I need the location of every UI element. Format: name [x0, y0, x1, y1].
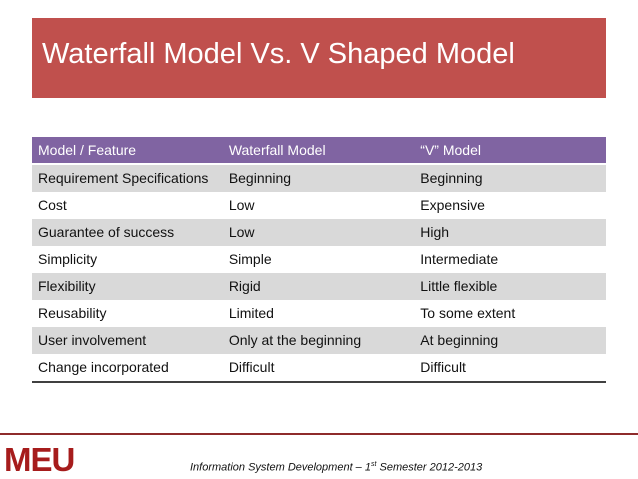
footer-divider: [0, 433, 638, 435]
footer-caption: Information System Development – 1st Sem…: [190, 461, 482, 474]
v-model-cell: To some extent: [414, 300, 606, 327]
v-model-cell: Intermediate: [414, 246, 606, 273]
header-feature: Model / Feature: [32, 137, 223, 165]
waterfall-cell: Only at the beginning: [222, 327, 415, 354]
v-model-cell: Expensive: [414, 192, 606, 219]
table-row: Requirement Specifications Beginning Beg…: [32, 164, 606, 192]
v-model-cell: High: [414, 219, 606, 246]
waterfall-cell: Rigid: [222, 273, 415, 300]
feature-cell: Simplicity: [32, 246, 223, 273]
waterfall-cell: Simple: [222, 246, 415, 273]
header-v-model: “V” Model: [414, 137, 606, 165]
footer-caption-sup: st: [370, 461, 377, 468]
waterfall-cell: Low: [222, 219, 415, 246]
meu-logo: MEU: [4, 441, 75, 478]
title-bar: Waterfall Model Vs. V Shaped Model: [32, 18, 606, 98]
v-model-cell: Beginning: [414, 164, 606, 192]
feature-cell: Flexibility: [32, 273, 223, 300]
slide-title: Waterfall Model Vs. V Shaped Model: [42, 38, 515, 70]
comparison-table: Model / Feature Waterfall Model “V” Mode…: [32, 137, 606, 383]
waterfall-cell: Limited: [222, 300, 415, 327]
feature-cell: Change incorporated: [32, 354, 223, 383]
waterfall-cell: Beginning: [222, 164, 415, 192]
table-row: Simplicity Simple Intermediate: [32, 246, 606, 273]
waterfall-cell: Difficult: [222, 354, 415, 383]
feature-cell: Cost: [32, 192, 223, 219]
table-row: Reusability Limited To some extent: [32, 300, 606, 327]
footer-caption-suffix: Semester 2012-2013: [376, 461, 483, 474]
table-row: Cost Low Expensive: [32, 192, 606, 219]
header-waterfall: Waterfall Model: [222, 137, 415, 165]
table-row: Guarantee of success Low High: [32, 219, 606, 246]
table-header-row: Model / Feature Waterfall Model “V” Mode…: [32, 137, 606, 165]
feature-cell: Requirement Specifications: [32, 164, 223, 192]
waterfall-cell: Low: [222, 192, 415, 219]
table-row: Flexibility Rigid Little flexible: [32, 273, 606, 300]
feature-cell: Reusability: [32, 300, 223, 327]
table-row: User involvement Only at the beginning A…: [32, 327, 606, 354]
v-model-cell: Difficult: [414, 354, 606, 383]
feature-cell: Guarantee of success: [32, 219, 223, 246]
table-row: Change incorporated Difficult Difficult: [32, 354, 606, 383]
v-model-cell: Little flexible: [414, 273, 606, 300]
v-model-cell: At beginning: [414, 327, 606, 354]
feature-cell: User involvement: [32, 327, 223, 354]
footer-caption-prefix: Information System Development – 1: [190, 461, 371, 474]
